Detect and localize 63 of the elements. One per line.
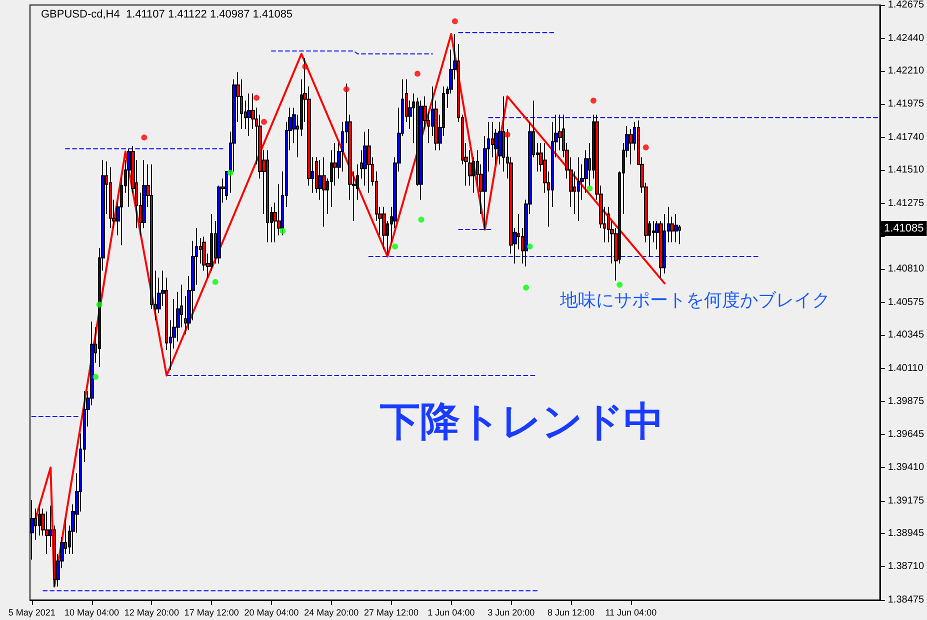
candlestick (266, 150, 269, 243)
candlestick (419, 100, 423, 200)
candlestick (367, 128, 371, 194)
point (452, 18, 458, 24)
point (141, 134, 148, 140)
point (254, 94, 260, 101)
y-tick-label: 1.41740 (888, 132, 924, 143)
chart-title: GBPUSD-cd,H4 1.41107 1.41122 1.40987 1.41085 (41, 8, 293, 20)
point (260, 118, 267, 125)
point (504, 132, 510, 138)
y-tick-label: 1.39175 (888, 495, 924, 506)
point (227, 170, 234, 176)
y-tick-label: 1.40345 (888, 330, 924, 341)
x-tick-label: 10 May 04:00 (64, 608, 120, 618)
y-tick-label: 1.38945 (888, 528, 924, 539)
y-tick-label: 1.42440 (888, 32, 924, 44)
point (642, 144, 649, 150)
candlestick (225, 170, 228, 200)
x-tick-label: 24 May 20:00 (304, 608, 359, 618)
point (92, 374, 99, 380)
y-tick-label: 1.40575 (888, 297, 924, 308)
x-tick-label: 3 Jun 20:00 (488, 608, 535, 618)
candlestick (38, 504, 41, 536)
text: 1.41085 (884, 222, 924, 234)
point (212, 278, 218, 285)
x-tick-label: 5 May 2021 (8, 608, 56, 618)
y-tick-label: 1.42675 (888, 0, 924, 10)
point (586, 185, 593, 192)
point (96, 302, 102, 308)
point (302, 64, 308, 70)
y-tick-label: 1.39410 (888, 462, 924, 474)
annotation: 地味にサポートを何度かブレイク (559, 290, 830, 310)
point (343, 86, 350, 92)
point (280, 228, 286, 234)
y-tick-label: 1.38710 (888, 561, 924, 572)
y-tick-label: 1.42210 (888, 65, 924, 76)
point (590, 98, 596, 104)
y-tick-label: 1.39875 (888, 396, 924, 408)
y-tick-label: 1.41275 (888, 198, 924, 209)
y-tick-label: 1.40110 (888, 362, 924, 374)
x-tick-label: 11 Jun 04:00 (605, 608, 657, 618)
point (523, 284, 530, 291)
y-tick-label: 1.41510 (888, 164, 924, 176)
y-tick-label: 1.41975 (888, 98, 924, 110)
annotation: 下降トレンド中 (380, 400, 664, 444)
candlestick (247, 93, 251, 137)
point (526, 244, 533, 250)
y-tick-label: 1.39645 (888, 428, 924, 440)
point (392, 244, 398, 250)
candlestick (577, 156, 580, 222)
point (418, 216, 424, 223)
x-tick-label: 27 May 12:00 (364, 608, 419, 618)
candlestick (674, 213, 678, 243)
y-tick-label: 1.38475 (888, 594, 924, 606)
x-tick-label: 20 May 04:00 (244, 608, 299, 618)
candlestick (322, 156, 326, 228)
point (414, 70, 420, 77)
y-tick-label: 1.40810 (888, 264, 924, 275)
point (616, 282, 623, 288)
x-tick-label: 12 May 20:00 (124, 608, 179, 618)
x-tick-label: 17 May 12:00 (184, 608, 239, 618)
x-tick-label: 1 Jun 04:00 (428, 608, 475, 618)
x-tick-label: 8 Jun 12:00 (547, 608, 595, 618)
